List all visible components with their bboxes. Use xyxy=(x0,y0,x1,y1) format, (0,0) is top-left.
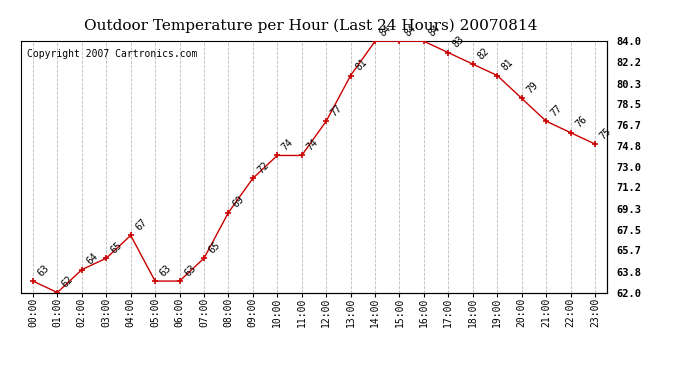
Text: 75: 75 xyxy=(598,126,613,141)
Text: 63: 63 xyxy=(36,263,51,278)
Text: 84: 84 xyxy=(402,23,417,39)
Text: 63: 63 xyxy=(182,263,198,278)
Text: 79: 79 xyxy=(524,80,540,96)
Text: 63: 63 xyxy=(158,263,173,278)
Text: 74: 74 xyxy=(304,137,320,153)
Text: 62: 62 xyxy=(60,274,75,290)
Text: 65: 65 xyxy=(207,240,222,255)
Text: 83: 83 xyxy=(451,34,466,50)
Text: 72: 72 xyxy=(255,160,271,176)
Text: 74: 74 xyxy=(280,137,295,153)
Text: 77: 77 xyxy=(329,103,344,118)
Text: 67: 67 xyxy=(133,217,149,232)
Text: Copyright 2007 Cartronics.com: Copyright 2007 Cartronics.com xyxy=(26,49,197,59)
Text: Outdoor Temperature per Hour (Last 24 Hours) 20070814: Outdoor Temperature per Hour (Last 24 Ho… xyxy=(83,19,538,33)
Text: 64: 64 xyxy=(85,252,100,267)
Text: 84: 84 xyxy=(426,23,442,39)
Text: 69: 69 xyxy=(231,194,246,210)
Text: 84: 84 xyxy=(378,23,393,39)
Text: 81: 81 xyxy=(353,57,368,73)
Text: 76: 76 xyxy=(573,114,589,130)
Text: 82: 82 xyxy=(475,46,491,62)
Text: 77: 77 xyxy=(549,103,564,118)
Text: 81: 81 xyxy=(500,57,515,73)
Text: 65: 65 xyxy=(109,240,124,255)
